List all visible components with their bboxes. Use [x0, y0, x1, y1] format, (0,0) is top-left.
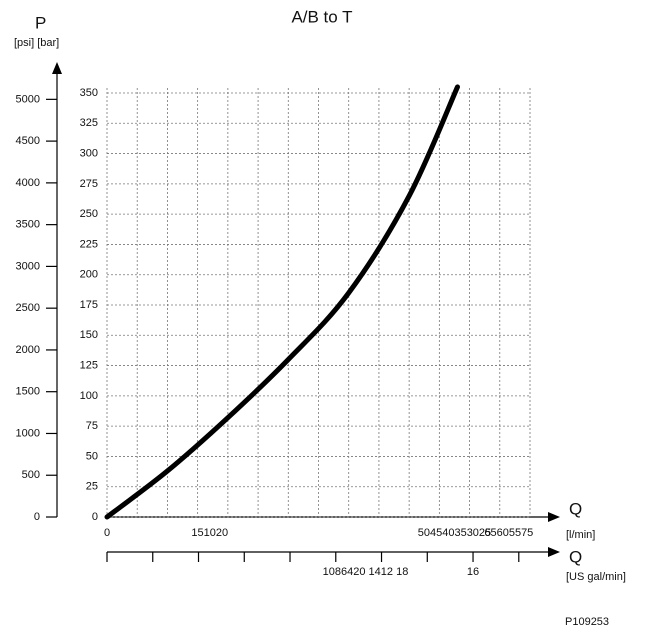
y2-tick-label: 3500 [16, 219, 40, 231]
y-tick-label: 350 [80, 87, 98, 99]
y2-tick-label: 5000 [16, 93, 40, 105]
y-tick-label: 175 [80, 299, 98, 311]
y-tick-label: 0 [92, 511, 98, 523]
y2-tick-label: 500 [22, 469, 40, 481]
x-tick-label: 0 [104, 527, 110, 539]
y2-tick-label: 1500 [16, 386, 40, 398]
y-tick-label: 200 [80, 269, 98, 281]
x2-axis-units: [US gal/min] [566, 571, 626, 583]
x2-axis-label: Q [569, 547, 582, 566]
y-tick-label: 275 [80, 178, 98, 190]
y2-tick-label: 1000 [16, 427, 40, 439]
chart-title: A/B to T [291, 7, 352, 26]
arrow [548, 512, 560, 522]
y-tick-label: 250 [80, 208, 98, 220]
y-tick-label: 150 [80, 329, 98, 341]
x-axis-units: [l/min] [566, 529, 595, 541]
arrow [52, 62, 62, 74]
y2-tick-label: 3000 [16, 260, 40, 272]
y-tick-label: 50 [86, 450, 98, 462]
y-tick-label: 325 [80, 117, 98, 129]
data-line [104, 84, 460, 520]
x2-tick-label: 1086420 1412 18 [323, 566, 409, 578]
y2-tick-label: 4000 [16, 177, 40, 189]
y2-tick-label: 4500 [16, 135, 40, 147]
y2-tick-label: 2000 [16, 344, 40, 356]
footer: P109253 [565, 616, 609, 628]
x2-tick-label: 16 [467, 566, 479, 578]
x-axis-label: Q [569, 499, 582, 518]
y-tick-label: 300 [80, 147, 98, 159]
y-tick-label: 100 [80, 390, 98, 402]
y-tick-label: 75 [86, 420, 98, 432]
y-tick-label: 225 [80, 238, 98, 250]
x-tick-label: 504540353025 [418, 527, 491, 539]
y2-tick-label: 2500 [16, 302, 40, 314]
y-tick-label: 125 [80, 359, 98, 371]
y2-tick-label: 0 [34, 511, 40, 523]
y-axis-units: [psi] [bar] [14, 37, 59, 49]
y-axis-label: P [35, 13, 46, 32]
x-tick-label: 151020 [191, 527, 228, 539]
y-tick-label: 25 [86, 481, 98, 493]
arrow [548, 547, 560, 557]
x-tick-label: 65605575 [484, 527, 533, 539]
